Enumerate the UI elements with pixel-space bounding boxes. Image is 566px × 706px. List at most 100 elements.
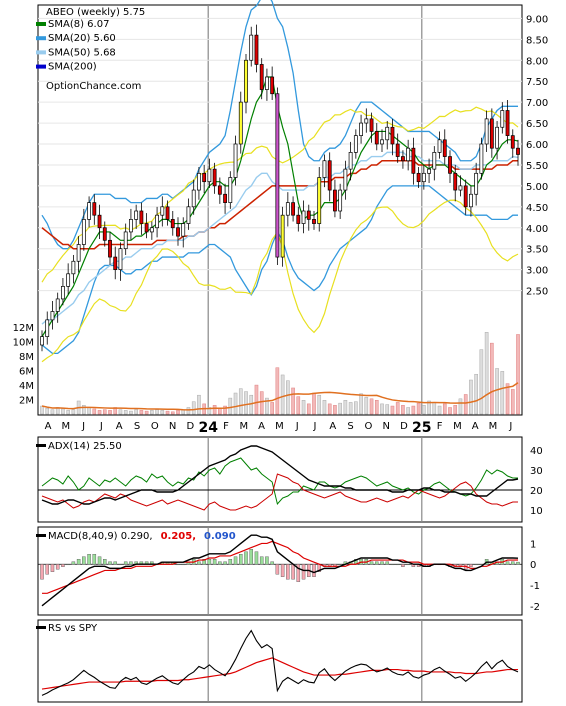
adx-y-ticks: 40 30 20 10 [530,446,543,517]
macd-hist-bar [505,561,510,565]
volume-bar [427,400,431,415]
volume-bar [301,400,306,415]
volume-bar [160,410,165,415]
macd-hist-bar [228,559,233,565]
candle-body [291,202,295,216]
candle-body [254,34,259,65]
macd-hist-bar [516,561,520,565]
candle-body [516,147,520,155]
rs-line [41,629,519,696]
volume-bar [275,367,280,415]
chart-title: ABEO (weekly) 5.75 [46,7,145,18]
x-month-label: J [295,421,299,432]
macd-legend-swatch [36,534,46,537]
legend-label: SMA(20) 5.60 [48,33,116,44]
volume-bars [40,332,520,415]
candle-body [505,110,510,136]
volume-bar [500,371,505,415]
rs-lines [41,629,519,696]
macd-hist-bar [207,559,212,565]
macd-hist-bar [55,564,60,570]
macd-hist-bar [375,561,379,565]
volume-bar [228,397,233,415]
volume-bar [322,400,327,415]
legend-swatch [36,64,46,69]
macd-panel: 1 0 -1 -2 MACD(8,40,9) 0.290, 0.205, 0.090 [36,526,540,616]
volume-bar [390,405,395,415]
adx-line [41,445,519,505]
macd-hist-bar [286,564,290,580]
volume-bar [306,403,311,415]
macd-hist-bar [254,551,259,565]
volume-bar [254,384,259,415]
volume-bar [155,409,159,415]
volume-bar [108,410,112,415]
volume-bar [416,402,421,415]
legend-swatch [36,50,46,55]
price-tick-label: 7.00 [526,98,548,109]
volume-bar [238,388,243,415]
volume-bar [286,380,290,415]
volume-bar [102,409,107,415]
volume-bar [265,397,269,415]
volume-bar [369,398,374,415]
volume-tick-label: 2M [19,396,34,407]
bollinger-upper-line [41,0,518,250]
volume-bar [291,387,295,415]
volume-bar [123,410,128,415]
volume-tick-label: 10M [13,338,34,349]
price-tick-label: 3.00 [526,266,548,277]
volume-bar [134,409,138,415]
price-legend: ABEO (weekly) 5.75 SMA(8) 6.07 SMA(20) 5.… [36,7,145,92]
candle-body [338,189,343,212]
candle-body [87,202,91,220]
volume-bar [490,342,494,415]
x-month-label: O [364,421,372,432]
volume-bar [458,398,463,415]
rs-grid [207,620,423,702]
volume-bar [338,402,342,415]
candle-body [259,64,264,90]
x-month-label: M [61,421,70,432]
volume-bar [385,404,390,415]
price-tick-label: 2.50 [526,287,548,298]
volume-bar [40,405,44,415]
bollinger-bands [41,0,519,363]
candle-body [510,135,515,149]
macd-hist-bar [244,551,248,565]
candle-body [306,210,311,220]
candle-body [285,202,290,216]
candle-body [238,101,243,145]
adx-tick-label: 30 [530,466,543,477]
volume-bar [395,402,400,415]
volume-bar [327,403,332,415]
volume-bar [463,394,468,415]
macd-hist-bar [338,564,342,566]
candle-body [160,206,165,216]
x-year-label: 25 [412,420,431,436]
price-tick-label: 3.50 [526,245,548,256]
volume-bar [474,373,478,415]
macd-panel-frame [37,526,523,616]
x-month-label: A [329,421,336,432]
candle-body [322,160,327,178]
price-tick-label: 8.50 [526,35,548,46]
plus-di-line [41,457,518,506]
volume-bar [317,394,322,415]
envelope-lower-line [41,199,519,363]
candle-body [479,143,484,174]
macd-hist-bar [395,564,400,566]
candle-body [118,248,123,270]
macd-hist-bar [291,564,295,580]
macd-title: MACD(8,40,9) 0.290, [48,531,153,542]
adx-title: ADX(14) 25.50 [48,441,122,452]
macd-hist-value: 0.090 [204,531,236,542]
candle-body [207,168,212,183]
rs-legend-swatch [36,626,46,629]
price-tick-label: 6.00 [526,140,548,151]
volume-bar [71,409,76,415]
macd-hist-bar [118,564,123,566]
x-month-label: M [453,421,462,432]
macd-hist-bar [76,559,81,565]
candle-body [249,34,254,61]
